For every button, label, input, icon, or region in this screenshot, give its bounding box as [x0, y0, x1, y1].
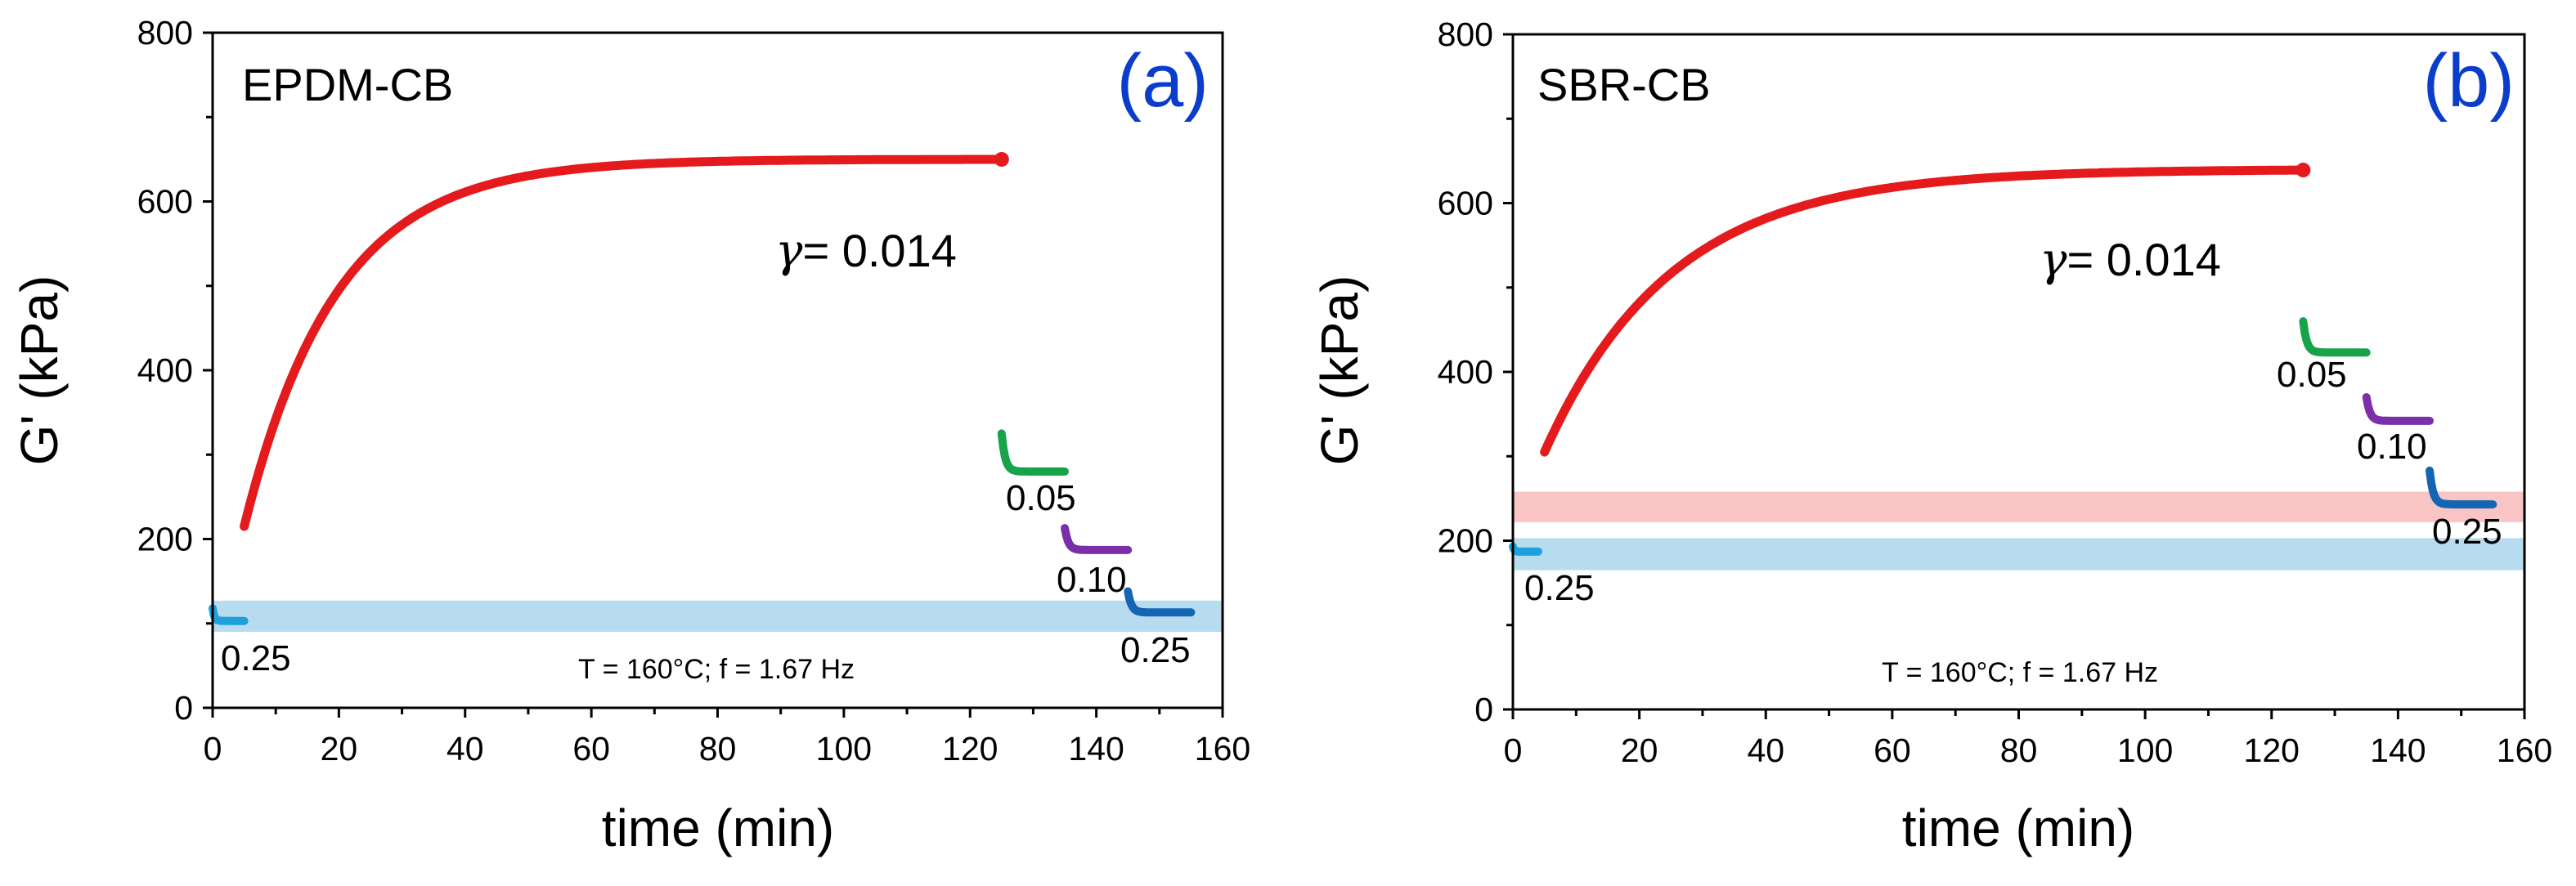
segment-b-0.25 — [1509, 542, 1542, 556]
x-tick-label-a-7: 140 — [1068, 730, 1124, 767]
segment-label-a-0.05: 0.05 — [1006, 478, 1076, 518]
bands-b — [1513, 491, 2524, 571]
panel-a: 0 20 40 60 80 100 120 140 160 0 200 400 600 800 EPDM-… — [10, 14, 1250, 857]
segment-b-0.25-end — [2426, 466, 2497, 509]
segment-labels-a: 0.25 0.05 0.10 0.25 — [221, 478, 1191, 678]
ticks-a: 0 20 40 60 80 100 120 140 160 0 200 400 600 800 — [137, 14, 1251, 767]
sample-name-a: EPDM-CB — [242, 59, 453, 110]
segment-label-b-0.25-end: 0.25 — [2432, 512, 2502, 552]
segment-label-b-0.10: 0.10 — [2357, 427, 2427, 467]
segment-b-0.05 — [2299, 317, 2371, 357]
bands-a — [213, 600, 1223, 633]
strain-value-a: = 0.014 — [802, 225, 956, 276]
x-tick-label-a-3: 60 — [572, 730, 610, 767]
x-axis-title-a: time (min) — [602, 799, 834, 857]
condition-label-a: T = 160°C; f = 1.67 Hz — [578, 654, 855, 685]
segment-label-b-0.25: 0.25 — [1524, 568, 1595, 608]
main-series-end-a — [994, 151, 1009, 167]
x-tick-label-b-5: 100 — [2117, 732, 2173, 769]
segment-a-0.25-end — [1124, 587, 1196, 617]
strain-value-b: = 0.014 — [2067, 234, 2220, 285]
x-tick-label-a-4: 80 — [699, 730, 737, 767]
x-tick-label-b-4: 80 — [2000, 732, 2038, 769]
segment-a-0.25 — [209, 604, 249, 625]
y-tick-label-a-3: 600 — [137, 183, 193, 221]
segment-b-0.10 — [2362, 393, 2434, 425]
plot-frame-b — [1511, 33, 2526, 711]
reference-band-a-0 — [213, 600, 1223, 633]
strain-annotation-a: γ= 0.014 — [775, 225, 957, 278]
condition-label-b: T = 160°C; f = 1.67 Hz — [1882, 657, 2158, 688]
segment-labels-b: 0.25 0.050.10 0.25 — [1524, 355, 2502, 608]
x-tick-label-b-8: 160 — [2497, 732, 2552, 769]
x-axis-title-b: time (min) — [1902, 799, 2134, 857]
y-tick-label-b-4: 800 — [1438, 16, 1493, 53]
x-tick-label-a-6: 120 — [942, 730, 998, 767]
x-tick-label-a-8: 160 — [1195, 730, 1250, 767]
panel-label-a: (a) — [1117, 39, 1209, 123]
x-tick-label-b-2: 40 — [1747, 732, 1784, 769]
x-tick-label-b-3: 60 — [1874, 732, 1911, 769]
main-series-a — [240, 154, 1007, 531]
y-axis-title-b: G' (kPa) — [1310, 275, 1369, 466]
main-series-b — [1540, 165, 2308, 457]
y-tick-label-a-1: 200 — [137, 521, 193, 558]
x-tick-label-b-1: 20 — [1621, 732, 1658, 769]
y-tick-label-b-3: 600 — [1438, 185, 1493, 222]
ticks-b: 0 20 40 60 80 100 120 140 160 0 200 400 600 800 — [1438, 16, 2553, 769]
segment-label-a-0.10: 0.10 — [1057, 560, 1127, 600]
y-tick-label-b-1: 200 — [1438, 522, 1493, 560]
x-tick-label-a-1: 20 — [321, 730, 358, 767]
series-b — [1509, 163, 2497, 556]
y-tick-label-a-0: 0 — [174, 689, 193, 727]
segment-a-0.10 — [1061, 524, 1133, 554]
y-tick-label-b-0: 0 — [1474, 691, 1493, 728]
x-tick-label-a-2: 40 — [447, 730, 484, 767]
y-tick-label-a-2: 400 — [137, 351, 193, 389]
segment-a-0.05 — [997, 429, 1069, 476]
panel-b: 0 20 40 60 80 100 120 140 160 0 200 400 600 800 SBR-C… — [1310, 16, 2552, 857]
panel-label-b: (b) — [2423, 39, 2515, 123]
segment-label-b-0.05: 0.05 — [2277, 355, 2347, 395]
series-a — [209, 151, 1196, 625]
x-tick-label-a-0: 0 — [204, 730, 222, 767]
y-tick-label-b-2: 400 — [1438, 353, 1493, 391]
y-axis-title-a: G' (kPa) — [10, 275, 69, 466]
gamma-symbol-a: γ — [775, 225, 803, 278]
main-series-end-b — [2296, 163, 2311, 178]
reference-band-b-0 — [1513, 491, 2524, 522]
x-tick-label-b-6: 120 — [2244, 732, 2300, 769]
y-tick-label-a-4: 800 — [137, 14, 193, 51]
strain-annotation-b: γ= 0.014 — [2040, 234, 2221, 287]
gamma-symbol-b: γ — [2040, 234, 2067, 287]
x-tick-label-b-0: 0 — [1504, 732, 1523, 769]
x-tick-label-b-7: 140 — [2370, 732, 2426, 769]
x-tick-label-a-5: 100 — [816, 730, 872, 767]
sample-name-b: SBR-CB — [1537, 59, 1711, 110]
segment-label-a-0.25: 0.25 — [221, 638, 291, 678]
reference-band-b-1 — [1513, 538, 2524, 571]
segment-label-a-0.25-end: 0.25 — [1120, 630, 1191, 670]
